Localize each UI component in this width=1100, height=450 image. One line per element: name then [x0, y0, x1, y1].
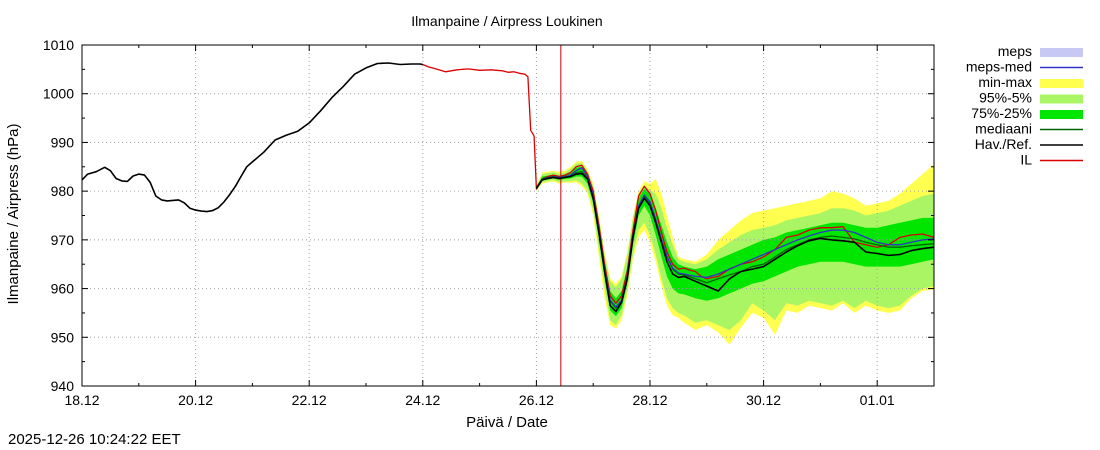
- legend-label-observed: Hav./Ref.: [975, 136, 1032, 152]
- x-tick-label: 01.01: [860, 392, 895, 408]
- y-tick-label: 1010: [43, 37, 74, 53]
- legend-swatch-p95_5: [1040, 94, 1083, 104]
- legend-label-p95_5: 95%-5%: [979, 90, 1032, 106]
- legend-label-meps: meps: [998, 43, 1032, 59]
- series-layer: [81, 62, 935, 313]
- legend-label-p75_25: 75%-25%: [971, 105, 1032, 121]
- series-line-observed: [81, 62, 423, 213]
- series-line-meps_med: [535, 167, 935, 308]
- x-tick-label: 28.12: [632, 392, 667, 408]
- series-line-mediaani: [535, 171, 935, 309]
- legend-label-mediaani: mediaani: [975, 121, 1032, 137]
- chart-title: Ilmanpaine / Airpress Loukinen: [411, 13, 602, 29]
- y-tick-label: 980: [51, 183, 75, 199]
- x-tick-label: 22.12: [292, 392, 327, 408]
- tick-layer: 940 950 960 970 980 990 1000 1010 18.12 20.12 22.1…: [43, 37, 934, 408]
- x-tick-label: 30.12: [746, 392, 781, 408]
- y-tick-label: 970: [51, 232, 75, 248]
- legend-swatch-meps: [1040, 48, 1083, 57]
- y-axis-label: Ilmanpaine / Airpress (hPa): [5, 124, 22, 305]
- legend-swatch-p75_25: [1040, 110, 1083, 119]
- legend: mepsmeps-medmin-max95%-5%75%-25%mediaani…: [966, 43, 1083, 168]
- legend-label-meps_med: meps-med: [966, 59, 1032, 75]
- legend-swatch-min_max: [1040, 79, 1083, 88]
- x-tick-label: 24.12: [405, 392, 440, 408]
- legend-label-il: IL: [1020, 152, 1032, 168]
- series-line-observed: [535, 172, 935, 313]
- x-tick-label: 26.12: [519, 392, 554, 408]
- y-tick-label: 940: [51, 378, 75, 394]
- y-tick-label: 960: [51, 281, 75, 297]
- y-tick-label: 990: [51, 134, 75, 150]
- y-tick-label: 950: [51, 329, 75, 345]
- x-tick-label: 18.12: [64, 392, 99, 408]
- timestamp: 2025-12-26 10:24:22 EET: [8, 431, 181, 448]
- x-tick-label: 20.12: [178, 392, 213, 408]
- legend-label-min_max: min-max: [978, 74, 1032, 90]
- x-axis-label: Päivä / Date: [466, 414, 548, 431]
- y-tick-label: 1000: [43, 86, 74, 102]
- grid-layer: [82, 45, 934, 386]
